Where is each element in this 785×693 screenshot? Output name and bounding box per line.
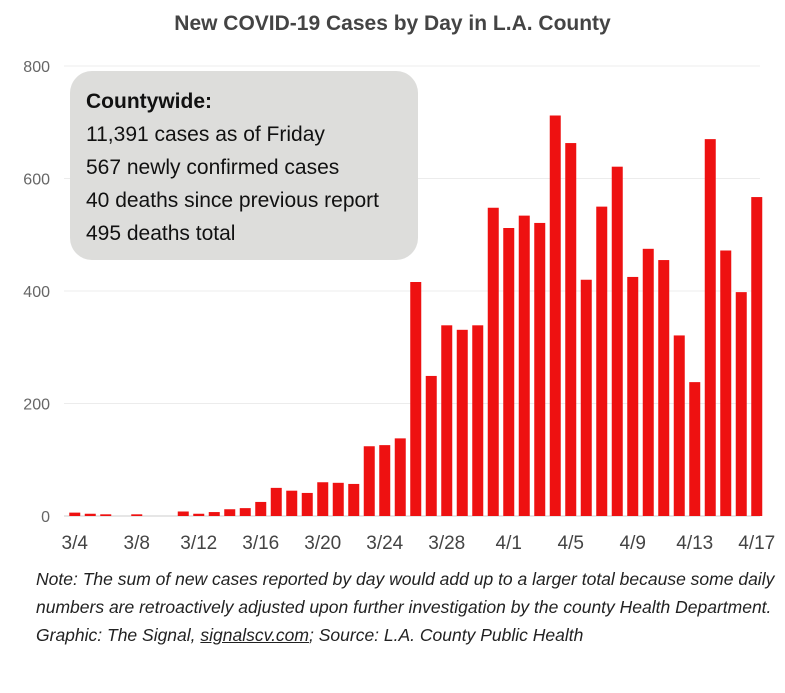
bar-3-6 bbox=[100, 514, 112, 516]
bar-3-28 bbox=[441, 325, 453, 516]
info-line-cases: 11,391 cases as of Friday bbox=[86, 123, 325, 146]
info-line-total-deaths: 495 deaths total bbox=[86, 222, 236, 245]
y-tick-label: 200 bbox=[23, 397, 50, 414]
bar-3-26 bbox=[410, 282, 422, 516]
bar-4-15 bbox=[720, 250, 732, 516]
bar-3-25 bbox=[394, 438, 406, 516]
bar-3-16 bbox=[255, 501, 267, 516]
bar-4-14 bbox=[704, 139, 716, 516]
y-tick-label: 400 bbox=[23, 284, 50, 301]
bar-3-23 bbox=[363, 446, 375, 516]
x-tick-label: 3/24 bbox=[366, 533, 403, 554]
bar-4-11 bbox=[658, 260, 670, 516]
bar-4-13 bbox=[689, 382, 701, 516]
bar-3-5 bbox=[84, 513, 96, 516]
bar-3-19 bbox=[301, 492, 313, 516]
bar-4-12 bbox=[673, 335, 685, 516]
y-axis-ticks: 0 200 400 600 800 bbox=[23, 59, 50, 526]
bar-4-5 bbox=[565, 143, 577, 516]
x-tick-label: 3/12 bbox=[180, 533, 217, 554]
bar-3-14 bbox=[224, 509, 236, 516]
bar-4-10 bbox=[642, 248, 654, 516]
bar-3-8 bbox=[131, 514, 143, 516]
bar-4-7 bbox=[596, 206, 608, 516]
x-tick-label: 4/5 bbox=[558, 533, 584, 554]
y-tick-label: 600 bbox=[23, 172, 50, 189]
bar-3-27 bbox=[425, 375, 437, 516]
info-box-heading: Countywide: bbox=[86, 90, 212, 113]
bar-3-17 bbox=[270, 487, 282, 516]
x-axis-ticks: 3/4 3/8 3/12 3/16 3/20 3/24 3/28 4/1 4/5 4/9 4/13 4… bbox=[62, 533, 776, 554]
y-tick-label: 0 bbox=[41, 509, 50, 526]
chart-notes: Note: The sum of new cases reported by d… bbox=[36, 565, 776, 649]
source-link[interactable]: signalscv.com bbox=[200, 625, 309, 645]
bar-3-21 bbox=[332, 482, 344, 516]
bar-3-24 bbox=[379, 445, 391, 516]
bar-3-30 bbox=[472, 325, 484, 516]
bar-3-12 bbox=[193, 513, 205, 516]
bar-4-8 bbox=[611, 166, 623, 516]
bar-3-20 bbox=[317, 482, 329, 516]
note-text: Note: The sum of new cases reported by d… bbox=[36, 569, 775, 617]
y-tick-label: 800 bbox=[23, 59, 50, 76]
bar-3-29 bbox=[456, 329, 468, 516]
bar-4-17 bbox=[751, 197, 763, 516]
credit-line: Graphic: The Signal, signalscv.com; Sour… bbox=[36, 621, 776, 649]
info-line-new-cases: 567 newly confirmed cases bbox=[86, 156, 340, 179]
x-tick-label: 3/16 bbox=[242, 533, 279, 554]
bar-3-15 bbox=[239, 508, 251, 516]
bar-4-1 bbox=[503, 228, 515, 516]
x-tick-label: 4/13 bbox=[676, 533, 713, 554]
bar-4-9 bbox=[627, 276, 639, 516]
credit-prefix: Graphic: The Signal, bbox=[36, 625, 201, 645]
bar-3-31 bbox=[487, 207, 499, 516]
bar-4-3 bbox=[534, 222, 546, 516]
x-tick-label: 3/28 bbox=[428, 533, 465, 554]
chart-title: New COVID-19 Cases by Day in L.A. County bbox=[174, 12, 611, 35]
x-tick-label: 3/4 bbox=[62, 533, 89, 554]
bar-3-11 bbox=[177, 511, 189, 516]
countywide-info-box: Countywide: 11,391 cases as of Friday 56… bbox=[70, 71, 418, 260]
bar-4-6 bbox=[580, 279, 592, 516]
x-tick-label: 4/1 bbox=[496, 533, 522, 554]
x-tick-label: 4/17 bbox=[738, 533, 775, 554]
bars bbox=[69, 115, 763, 516]
x-tick-label: 3/20 bbox=[304, 533, 341, 554]
bar-3-22 bbox=[348, 483, 360, 516]
bar-3-18 bbox=[286, 490, 298, 516]
info-line-new-deaths: 40 deaths since previous report bbox=[86, 189, 380, 212]
bar-4-2 bbox=[518, 215, 530, 516]
bar-3-13 bbox=[208, 512, 220, 516]
bar-4-16 bbox=[735, 292, 747, 516]
x-tick-label: 4/9 bbox=[620, 533, 646, 554]
x-tick-label: 3/8 bbox=[124, 533, 150, 554]
bar-3-4 bbox=[69, 512, 81, 516]
credit-suffix: ; Source: L.A. County Public Health bbox=[309, 625, 584, 645]
bar-4-4 bbox=[549, 115, 561, 516]
